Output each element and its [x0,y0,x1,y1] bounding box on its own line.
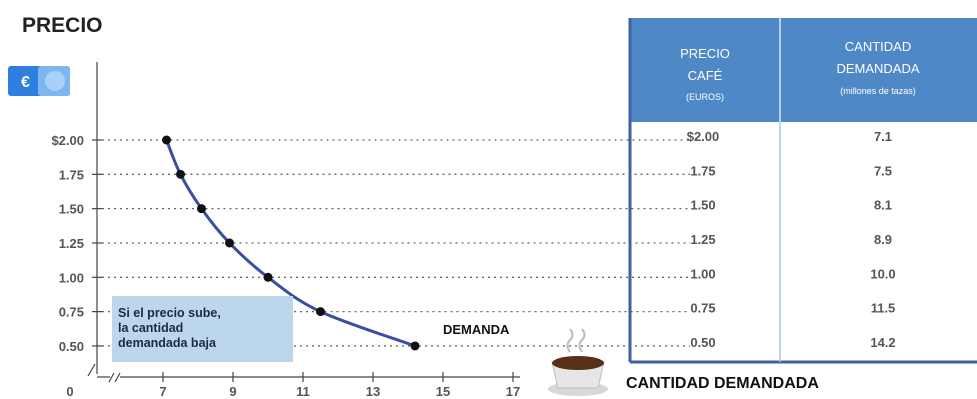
quantity-header-line2: DEMANDADA [836,61,919,76]
price-quantity-table: PRECIO CAFÉ (EUROS) CANTIDAD DEMANDADA (… [628,18,977,364]
data-points [162,135,420,351]
table-quantity-cell: 14.2 [870,335,895,350]
y-tick-label: 0.50 [59,339,84,354]
data-point [225,238,234,248]
y-tick-label: 1.75 [59,167,84,182]
y-tick-label: $2.00 [51,133,84,148]
table-price-cell: 1.25 [690,232,715,247]
guide-lines [102,139,690,347]
annotation-box: Si el precio sube, la cantidad demandada… [112,296,293,362]
data-point [162,135,171,145]
price-header-line1: PRECIO [680,46,730,61]
y-ticks: $2.00 1.75 1.50 1.25 1.00 0.75 0.50 [51,133,102,354]
x-axis-title: CANTIDAD DEMANDADA [626,375,819,392]
x-tick-label: 0 [66,384,73,399]
x-ticks: 0 7 9 11 13 15 17 [66,372,520,399]
table-price-cell: 1.75 [690,163,715,178]
table-quantity-cell: 8.1 [874,198,892,213]
coffee-cup-icon [548,328,608,396]
y-tick-label: 1.50 [59,202,84,217]
x-tick-label: 15 [436,384,450,399]
data-point [410,341,420,351]
y-tick-label: 1.25 [59,236,84,251]
y-axis-title: PRECIO [22,14,103,37]
data-point [197,204,206,214]
euro-icon: € [8,66,70,96]
data-point [263,272,273,282]
y-tick-label: 0.75 [59,305,84,320]
x-tick-label: 11 [296,384,310,399]
table-quantity-cell: 7.1 [874,129,892,144]
price-header-line2: CAFÉ [688,68,723,83]
table-rows: $2.00 7.1 1.75 7.5 1.50 8.1 1.25 8.9 1.00 10.0 0.7… [687,129,896,350]
table-header-price [630,18,780,122]
table-price-cell: 0.50 [690,335,715,350]
y-tick-label: 1.00 [59,270,84,285]
data-point [316,307,325,317]
quantity-header-unit: (millones de tazas) [840,86,916,96]
axis-break-mark [87,363,121,383]
demand-label: DEMANDA [443,322,510,337]
table-quantity-cell: 8.9 [874,232,892,247]
x-tick-label: 7 [159,384,166,399]
x-tick-label: 17 [506,384,520,399]
quantity-header-line1: CANTIDAD [845,39,911,54]
table-header-quantity [780,18,977,122]
table-price-cell: $2.00 [687,129,720,144]
table-quantity-cell: 11.5 [871,301,896,316]
table-quantity-cell: 7.5 [874,163,892,178]
x-tick-label: 9 [229,384,236,399]
data-point [176,169,185,179]
table-quantity-cell: 10.0 [870,266,895,281]
euro-symbol: € [21,74,30,91]
table-price-cell: 1.50 [690,198,715,213]
x-tick-label: 13 [366,384,380,399]
table-price-cell: 1.00 [690,266,715,281]
price-header-unit: (EUROS) [686,92,724,102]
table-price-cell: 0.75 [690,301,715,316]
